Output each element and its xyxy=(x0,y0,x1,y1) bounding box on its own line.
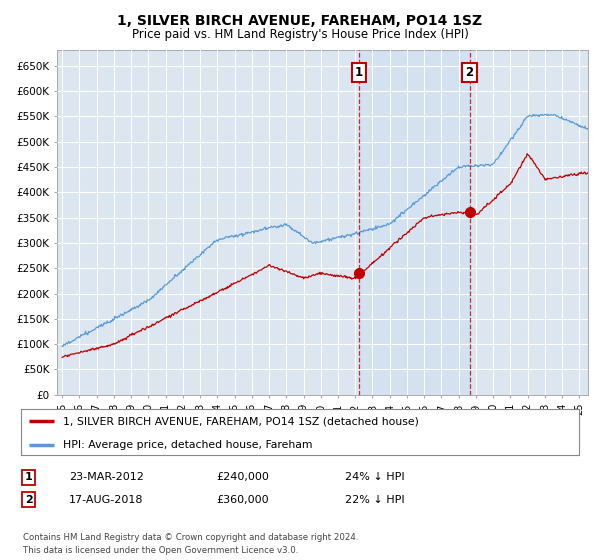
Text: 1, SILVER BIRCH AVENUE, FAREHAM, PO14 1SZ (detached house): 1, SILVER BIRCH AVENUE, FAREHAM, PO14 1S… xyxy=(63,416,419,426)
Text: Contains HM Land Registry data © Crown copyright and database right 2024.
This d: Contains HM Land Registry data © Crown c… xyxy=(23,533,358,554)
Text: 1: 1 xyxy=(355,66,363,79)
Text: 2: 2 xyxy=(25,494,32,505)
Text: 24% ↓ HPI: 24% ↓ HPI xyxy=(345,472,404,482)
Text: 1, SILVER BIRCH AVENUE, FAREHAM, PO14 1SZ: 1, SILVER BIRCH AVENUE, FAREHAM, PO14 1S… xyxy=(118,14,482,28)
Text: £360,000: £360,000 xyxy=(216,494,269,505)
Text: 23-MAR-2012: 23-MAR-2012 xyxy=(69,472,144,482)
Bar xyxy=(359,50,470,395)
Text: Price paid vs. HM Land Registry's House Price Index (HPI): Price paid vs. HM Land Registry's House … xyxy=(131,28,469,41)
Text: 2: 2 xyxy=(466,66,473,79)
Text: £240,000: £240,000 xyxy=(216,472,269,482)
Text: 1: 1 xyxy=(25,472,32,482)
Text: 17-AUG-2018: 17-AUG-2018 xyxy=(69,494,143,505)
Text: HPI: Average price, detached house, Fareham: HPI: Average price, detached house, Fare… xyxy=(63,440,313,450)
Text: 22% ↓ HPI: 22% ↓ HPI xyxy=(345,494,404,505)
